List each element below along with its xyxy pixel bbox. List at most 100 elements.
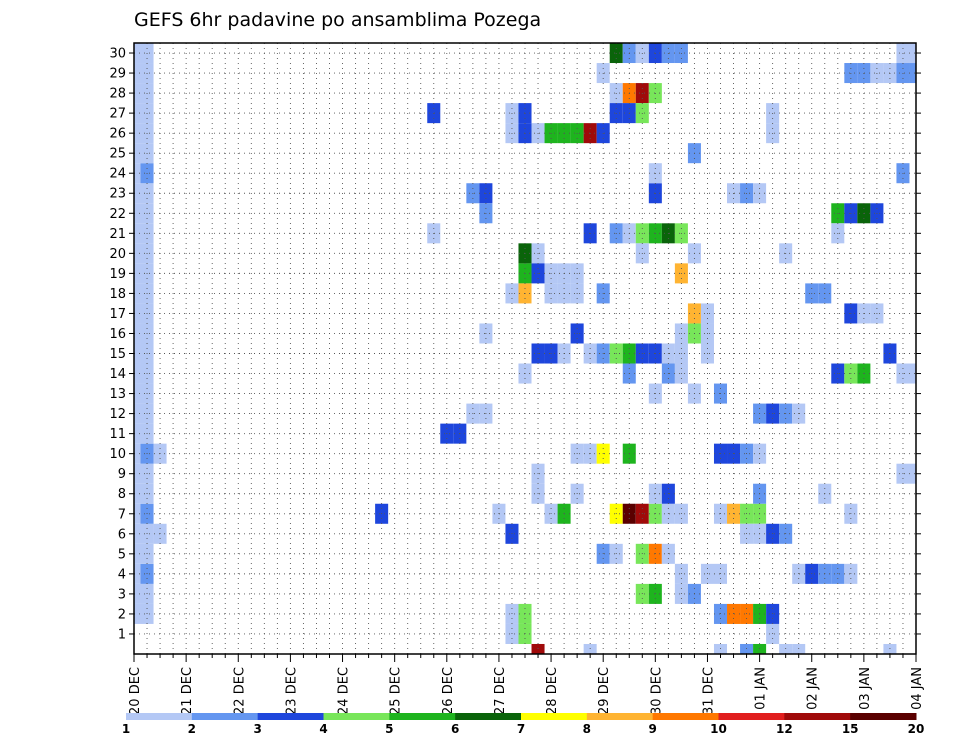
y-tick-label: 17: [109, 307, 126, 322]
heatmap-cell: [134, 223, 141, 244]
heatmap-cell: [134, 263, 141, 284]
y-tick-label: 14: [109, 367, 126, 382]
y-tick-label: 25: [109, 147, 126, 162]
colorbar-swatch: [455, 713, 522, 720]
x-tick-label: 21 DEC: [180, 667, 195, 715]
heatmap-cell: [134, 523, 141, 544]
heatmap-cell: [134, 43, 141, 64]
heatmap-cell: [134, 283, 141, 304]
heatmap-cell: [134, 303, 141, 324]
colorbar-swatch: [257, 713, 324, 720]
colorbar-label: 15: [842, 722, 859, 736]
heatmap-cell: [134, 103, 141, 124]
y-tick-label: 22: [109, 207, 126, 222]
colorbar-swatch: [586, 713, 654, 720]
heatmap-cell: [909, 363, 916, 384]
x-tick-label: 20 DEC: [128, 667, 143, 715]
heatmap-cell: [909, 63, 916, 84]
y-tick-label: 3: [118, 587, 126, 602]
heatmap-cell: [134, 403, 141, 424]
heatmap-cell: [134, 203, 141, 224]
heatmap-cell: [134, 183, 141, 204]
x-tick-label: 28 DEC: [545, 667, 560, 715]
heatmap-cell: [134, 63, 141, 84]
colorbar-swatch: [126, 713, 193, 720]
colorbar-swatch: [191, 713, 259, 720]
y-tick-label: 10: [109, 447, 126, 462]
y-tick-label: 23: [109, 187, 126, 202]
colorbar-label: 4: [319, 722, 327, 736]
colorbar-swatch: [850, 713, 917, 720]
colorbar-label: 7: [517, 722, 525, 736]
x-tick-label: 01 JAN: [754, 667, 769, 710]
y-tick-label: 19: [109, 267, 126, 282]
heatmap-cell: [134, 563, 141, 584]
y-tick-label: 8: [118, 487, 126, 502]
x-tick-label: 26 DEC: [441, 667, 456, 715]
colorbar-label: 8: [583, 722, 591, 736]
x-tick-label: 27 DEC: [493, 667, 508, 715]
colorbar-label: 5: [385, 722, 393, 736]
y-tick-label: 11: [109, 427, 126, 442]
heatmap-cell: [909, 43, 916, 64]
y-tick-label: 9: [118, 467, 126, 482]
x-tick-label: 30 DEC: [649, 667, 664, 715]
x-tick-label: 03 JAN: [858, 667, 873, 710]
x-tick-label: 04 JAN: [910, 667, 925, 710]
colorbar-swatch: [389, 713, 456, 720]
heatmap-cell: [134, 243, 141, 264]
colorbar: 1 2 3 4 5 6 7 8 9 10 12 15 20: [122, 713, 924, 736]
y-tick-label: 30: [109, 47, 126, 62]
heatmap-cell: [134, 363, 141, 384]
y-axis: 1234567891011121314151617181920212223242…: [109, 47, 921, 642]
heatmap-cell: [134, 323, 141, 344]
y-tick-label: 13: [109, 387, 126, 402]
heatmap-cell: [134, 83, 141, 104]
colorbar-label: 12: [776, 722, 793, 736]
y-tick-label: 20: [109, 247, 126, 262]
heatmap-cell: [134, 583, 141, 604]
heatmap-cell: [134, 483, 141, 504]
y-tick-label: 6: [118, 527, 126, 542]
heatmap-cell: [134, 603, 141, 624]
heatmap-cell: [134, 343, 141, 364]
x-tick-label: 25 DEC: [389, 667, 404, 715]
heatmap-cell: [134, 123, 141, 144]
colorbar-label: 3: [253, 722, 261, 736]
colorbar-label: 9: [648, 722, 656, 736]
y-tick-label: 4: [118, 567, 126, 582]
y-tick-label: 16: [109, 327, 126, 342]
heatmap-cell: [134, 543, 141, 564]
heatmap-cell: [134, 443, 141, 464]
y-tick-label: 28: [109, 87, 126, 102]
heatmap-cell: [909, 463, 916, 484]
y-tick-label: 26: [109, 127, 126, 142]
heatmap-cell: [134, 503, 141, 524]
x-tick-label: 31 DEC: [701, 667, 716, 715]
y-tick-label: 7: [118, 507, 126, 522]
chart-title: GEFS 6hr padavine po ansamblima Pozega: [134, 9, 541, 31]
y-tick-label: 12: [109, 407, 126, 422]
x-tick-label: 24 DEC: [337, 667, 352, 715]
x-tick-label: 23 DEC: [284, 667, 299, 715]
y-tick-label: 5: [118, 547, 126, 562]
colorbar-swatch: [323, 713, 390, 720]
x-axis: 20 DEC 21 DEC 22 DEC 23 DEC 24 DEC 25 DEC 26 D…: [128, 654, 925, 715]
colorbar-label: 1: [122, 722, 130, 736]
colorbar-swatch: [652, 713, 719, 720]
colorbar-swatch: [521, 713, 588, 720]
y-tick-label: 15: [109, 347, 126, 362]
colorbar-swatch: [718, 713, 785, 720]
y-tick-label: 18: [109, 287, 126, 302]
y-tick-label: 29: [109, 67, 126, 82]
colorbar-label: 10: [710, 722, 727, 736]
heatmap-cell: [134, 143, 141, 164]
x-tick-label: 02 JAN: [806, 667, 821, 710]
heatmap-cell: [134, 463, 141, 484]
y-tick-label: 2: [118, 607, 126, 622]
y-tick-label: 24: [109, 167, 126, 182]
y-tick-label: 21: [109, 227, 126, 242]
x-tick-label: 29 DEC: [597, 667, 612, 715]
y-tick-label: 27: [109, 107, 126, 122]
